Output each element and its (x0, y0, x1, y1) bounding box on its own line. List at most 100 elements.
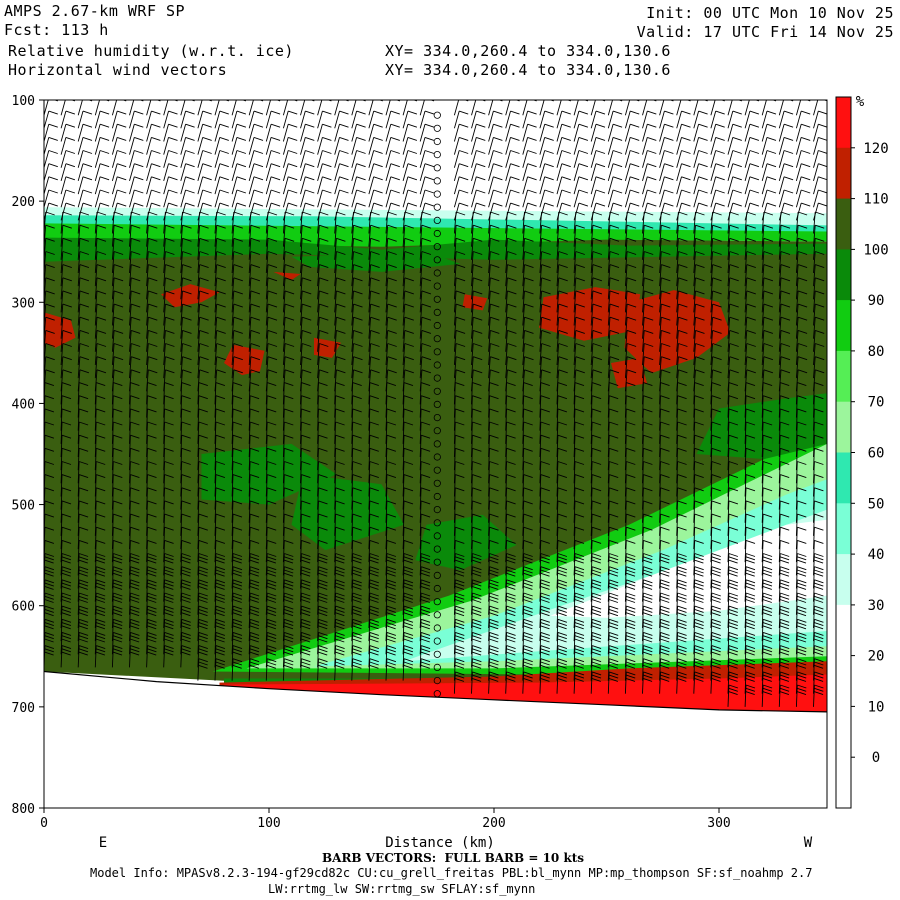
wind-barb (129, 202, 135, 221)
wind-barb (727, 395, 730, 418)
y-tick-label: 800 (12, 802, 35, 817)
wind-barb-flag (403, 408, 414, 413)
wind-barb-flag (151, 136, 161, 141)
wind-barb-flag (45, 290, 55, 295)
wind-barb (248, 150, 255, 168)
colorbar-swatch (836, 503, 851, 555)
wind-barb (300, 304, 303, 326)
wind-barb-flag (625, 572, 636, 577)
wind-barb-flag (267, 631, 277, 636)
wind-barb-flag (198, 599, 208, 603)
wind-barb-flag (61, 566, 72, 571)
wind-barb-flag (249, 661, 260, 666)
wind-barb-flag (711, 395, 721, 400)
rh-region-110-patch-4 (273, 271, 301, 280)
wind-barb-flag (249, 539, 260, 544)
wind-barb-flag (455, 487, 465, 492)
wind-barb-flag (318, 648, 328, 653)
wind-barb-flag (476, 123, 486, 128)
wind-barb-flag (148, 237, 158, 242)
wind-barb-flag (489, 461, 499, 465)
wind-barb-flag (455, 579, 465, 584)
wind-barb-flag (164, 569, 174, 574)
wind-barb-flag (762, 605, 773, 610)
wind-barb-flag (267, 277, 278, 282)
wind-barb-flag (609, 618, 619, 623)
wind-barb-flag (523, 382, 533, 387)
wind-barb-flag (595, 163, 606, 168)
wind-barb (60, 277, 64, 300)
rh-region-110-patch-1 (161, 284, 220, 308)
wind-barb (778, 514, 781, 536)
wind-barb (265, 150, 272, 168)
wind-barb-flag (677, 631, 687, 636)
wind-barb-flag (113, 211, 124, 216)
wind-barb-flag (249, 625, 259, 630)
wind-barb-flag (510, 123, 520, 128)
calm-circle (433, 505, 441, 514)
wind-barb-flag (524, 343, 534, 347)
wind-barb-flag (472, 556, 482, 561)
wind-barb (488, 474, 490, 497)
wind-barb-flag (129, 559, 140, 564)
wind-barb-flag (198, 638, 208, 643)
wind-barb (539, 124, 546, 142)
wind-barb-flag (300, 612, 311, 617)
calm-circle (433, 545, 441, 553)
wind-barb (402, 264, 406, 287)
calm-circle (433, 137, 441, 146)
wind-barb-flag (506, 513, 516, 518)
wind-barb-flag (608, 585, 619, 590)
wind-barb-flag (558, 316, 568, 321)
wind-barb-flag (386, 474, 397, 479)
wind-barb-flag (181, 556, 191, 561)
wind-barb (505, 110, 511, 129)
wind-barb-flag (506, 595, 516, 600)
wind-barb-flag (270, 123, 281, 128)
wind-barb (214, 251, 218, 274)
wind-barb-flag (232, 664, 242, 669)
wind-barb-flag (506, 671, 516, 676)
wind-barb (539, 514, 542, 536)
wind-barb-flag (318, 595, 328, 600)
wind-barb-flag (506, 648, 516, 653)
wind-barb-flag (557, 658, 568, 663)
wind-barb-flag (801, 150, 811, 154)
field-label-rh: Relative humidity (w.r.t. ice) (8, 42, 294, 60)
wind-barb-flag (540, 513, 550, 518)
wind-barb (94, 382, 97, 405)
wind-barb-flag (574, 474, 585, 479)
wind-barb-flag (523, 671, 533, 676)
wind-barb-flag (524, 251, 534, 255)
wind-barb-flag (574, 664, 584, 669)
wind-barb-flag (695, 237, 705, 242)
wind-barb-flag (424, 202, 435, 207)
wind-barb-flag (490, 329, 500, 334)
wind-barb-flag (215, 434, 226, 439)
wind-barb-flag (455, 356, 466, 361)
wind-barb-flag (540, 421, 550, 426)
wind-barb-flag (797, 671, 807, 676)
wind-barb-flag (591, 661, 602, 666)
wind-barb-flag (284, 592, 294, 597)
wind-barb (197, 251, 201, 274)
wind-barb-flag (626, 447, 636, 452)
wind-barb (77, 277, 81, 300)
wind-barb-flag (420, 553, 431, 557)
wind-barb-flag (96, 237, 107, 242)
wind-barb-flag (185, 123, 195, 128)
wind-barb-flag (814, 408, 824, 413)
wind-barb (368, 238, 372, 260)
wind-barb (539, 202, 546, 221)
wind-barb (351, 176, 358, 195)
wind-barb (214, 225, 218, 247)
wind-barb-flag (232, 658, 243, 663)
wind-barb-flag (113, 329, 124, 334)
wind-barb (265, 461, 268, 484)
wind-barb (180, 137, 187, 155)
wind-barb-flag (814, 526, 824, 531)
wind-barb (94, 435, 97, 458)
wind-barb-flag (335, 622, 345, 627)
wind-barb (778, 304, 782, 326)
wind-barb-flag (540, 572, 550, 577)
